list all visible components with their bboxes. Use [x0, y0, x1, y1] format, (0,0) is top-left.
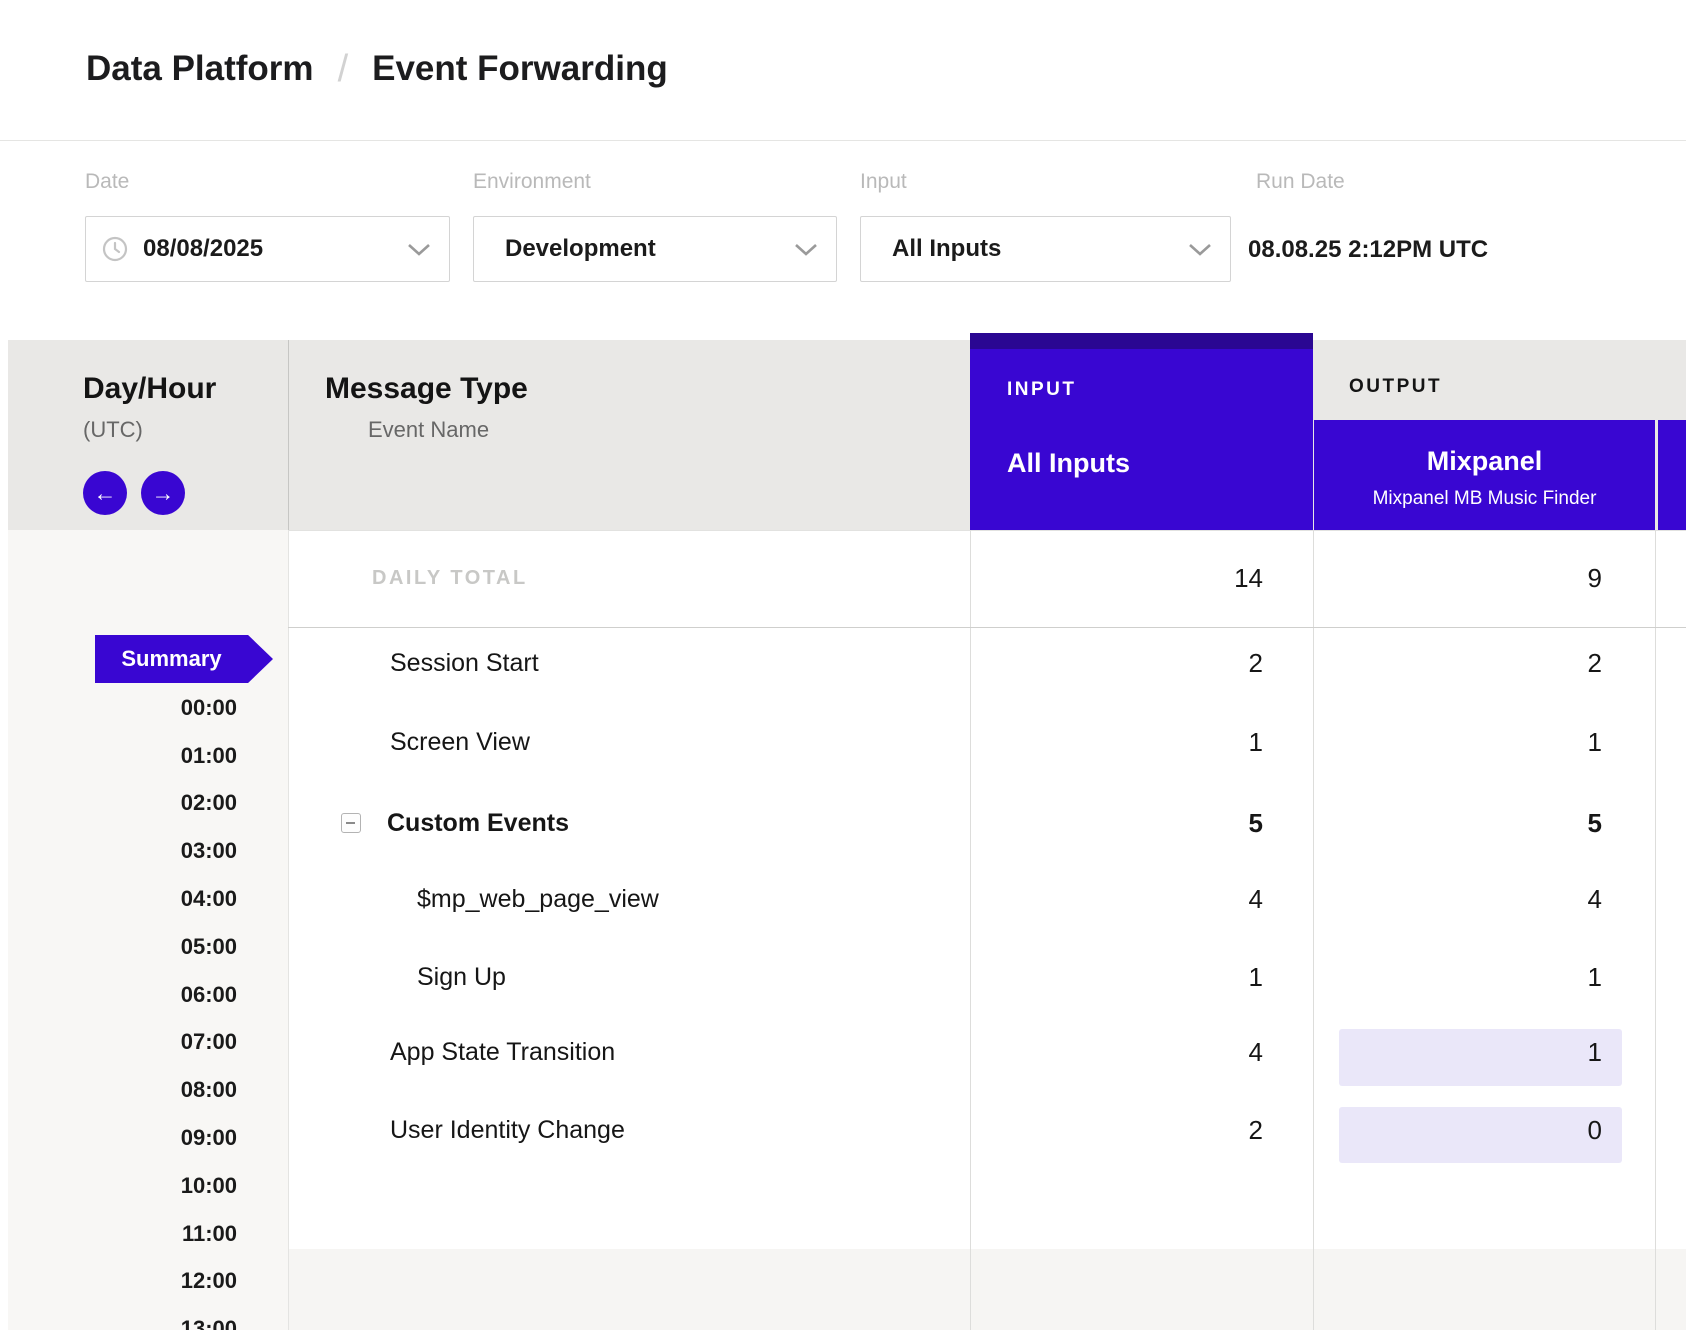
row-input-value: 4	[1103, 882, 1263, 916]
clock-icon	[102, 236, 128, 262]
row-output-value: 0	[1442, 1113, 1602, 1147]
arrow-left-icon: ←	[94, 480, 117, 507]
hour-item[interactable]: 01:00	[8, 732, 237, 780]
message-type-column-title: Message Type	[325, 372, 528, 406]
breadcrumb: Data Platform / Event Forwarding	[86, 47, 668, 91]
message-type-column-subtitle: Event Name	[368, 417, 489, 443]
row-output-value: 1	[1442, 725, 1602, 759]
hour-item[interactable]: 03:00	[8, 827, 237, 875]
hour-list: 00:00 01:00 02:00 03:00 04:00 05:00 06:0…	[8, 684, 237, 1330]
header-divider	[0, 140, 1686, 141]
date-filter-label: Date	[85, 170, 129, 194]
row-label: Sign Up	[417, 960, 506, 994]
hour-item[interactable]: 12:00	[8, 1258, 237, 1306]
day-hour-column-title: Day/Hour	[83, 372, 216, 406]
input-filter-label: Input	[860, 170, 907, 194]
breadcrumb-section[interactable]: Data Platform	[86, 49, 314, 89]
run-date-label: Run Date	[1256, 170, 1345, 194]
row-output-value: 1	[1442, 960, 1602, 994]
row-label: $mp_web_page_view	[417, 882, 659, 916]
collapse-toggle-icon[interactable]	[341, 813, 361, 833]
hour-item[interactable]: 07:00	[8, 1019, 237, 1067]
input-column-name: All Inputs	[1007, 448, 1130, 479]
row-label: Screen View	[390, 725, 530, 759]
row-input-value: 1	[1103, 725, 1263, 759]
row-input-value: 1	[1103, 960, 1263, 994]
daily-total-label: DAILY TOTAL	[372, 564, 528, 592]
row-output-value: 2	[1442, 646, 1602, 680]
hour-item[interactable]: 05:00	[8, 923, 237, 971]
daily-total-input-value: 14	[1103, 561, 1263, 595]
hour-item[interactable]: 08:00	[8, 1066, 237, 1114]
day-hour-column-subtitle: (UTC)	[83, 417, 143, 443]
environment-dropdown[interactable]: Development	[473, 216, 837, 282]
column-divider	[1313, 530, 1314, 1330]
row-label: Session Start	[390, 646, 539, 680]
column-divider	[1655, 530, 1656, 1330]
page-title: Event Forwarding	[372, 49, 668, 89]
row-label: User Identity Change	[390, 1113, 625, 1147]
hour-item[interactable]: 06:00	[8, 971, 237, 1019]
row-input-value: 5	[1103, 806, 1263, 840]
input-dropdown[interactable]: All Inputs	[860, 216, 1231, 282]
previous-day-button[interactable]: ←	[83, 471, 127, 515]
date-dropdown[interactable]: 08/08/2025	[85, 216, 450, 282]
summary-tab-label: Summary	[121, 646, 221, 672]
summary-tab[interactable]: Summary	[95, 635, 273, 683]
row-label: App State Transition	[390, 1035, 615, 1069]
environment-value: Development	[505, 235, 656, 263]
hour-item[interactable]: 09:00	[8, 1114, 237, 1162]
hour-item[interactable]: 13:00	[8, 1305, 237, 1330]
daily-total-border	[288, 627, 1686, 628]
date-value: 08/08/2025	[143, 235, 263, 263]
input-column-header-cap	[970, 333, 1313, 349]
event-forwarding-page: Data Platform / Event Forwarding Date 08…	[0, 0, 1686, 1330]
chevron-down-icon	[407, 243, 431, 256]
column-divider	[288, 340, 289, 530]
output-column-partial	[1658, 420, 1686, 530]
chevron-down-icon	[1188, 243, 1212, 256]
input-group-label: INPUT	[1007, 379, 1077, 401]
input-value: All Inputs	[892, 235, 1001, 263]
row-input-value: 2	[1103, 646, 1263, 680]
row-input-value: 4	[1103, 1035, 1263, 1069]
grid-footer-band	[289, 1249, 1686, 1330]
daily-total-output-value: 9	[1442, 561, 1602, 595]
hour-item[interactable]: 04:00	[8, 875, 237, 923]
environment-filter-label: Environment	[473, 170, 591, 194]
chevron-down-icon	[794, 243, 818, 256]
row-output-value: 1	[1442, 1035, 1602, 1069]
run-date-value: 08.08.25 2:12PM UTC	[1248, 233, 1488, 267]
output-column-header[interactable]: Mixpanel Mixpanel MB Music Finder	[1314, 420, 1655, 530]
row-label: Custom Events	[387, 806, 569, 840]
row-input-value: 2	[1103, 1113, 1263, 1147]
row-output-value: 5	[1442, 806, 1602, 840]
output-column-subtitle: Mixpanel MB Music Finder	[1314, 488, 1655, 510]
hour-item[interactable]: 10:00	[8, 1162, 237, 1210]
row-output-value: 4	[1442, 882, 1602, 916]
hour-item[interactable]: 02:00	[8, 780, 237, 828]
minus-glyph	[346, 822, 355, 824]
column-divider	[970, 530, 971, 1330]
breadcrumb-separator: /	[338, 48, 349, 91]
output-column-name: Mixpanel	[1314, 446, 1655, 477]
next-day-button[interactable]: →	[141, 471, 185, 515]
hour-item[interactable]: 00:00	[8, 684, 237, 732]
input-column-header[interactable]: INPUT All Inputs	[970, 333, 1313, 530]
hour-item[interactable]: 11:00	[8, 1210, 237, 1258]
arrow-right-icon: →	[152, 480, 175, 507]
column-divider	[288, 530, 289, 1330]
output-group-label: OUTPUT	[1349, 376, 1442, 398]
